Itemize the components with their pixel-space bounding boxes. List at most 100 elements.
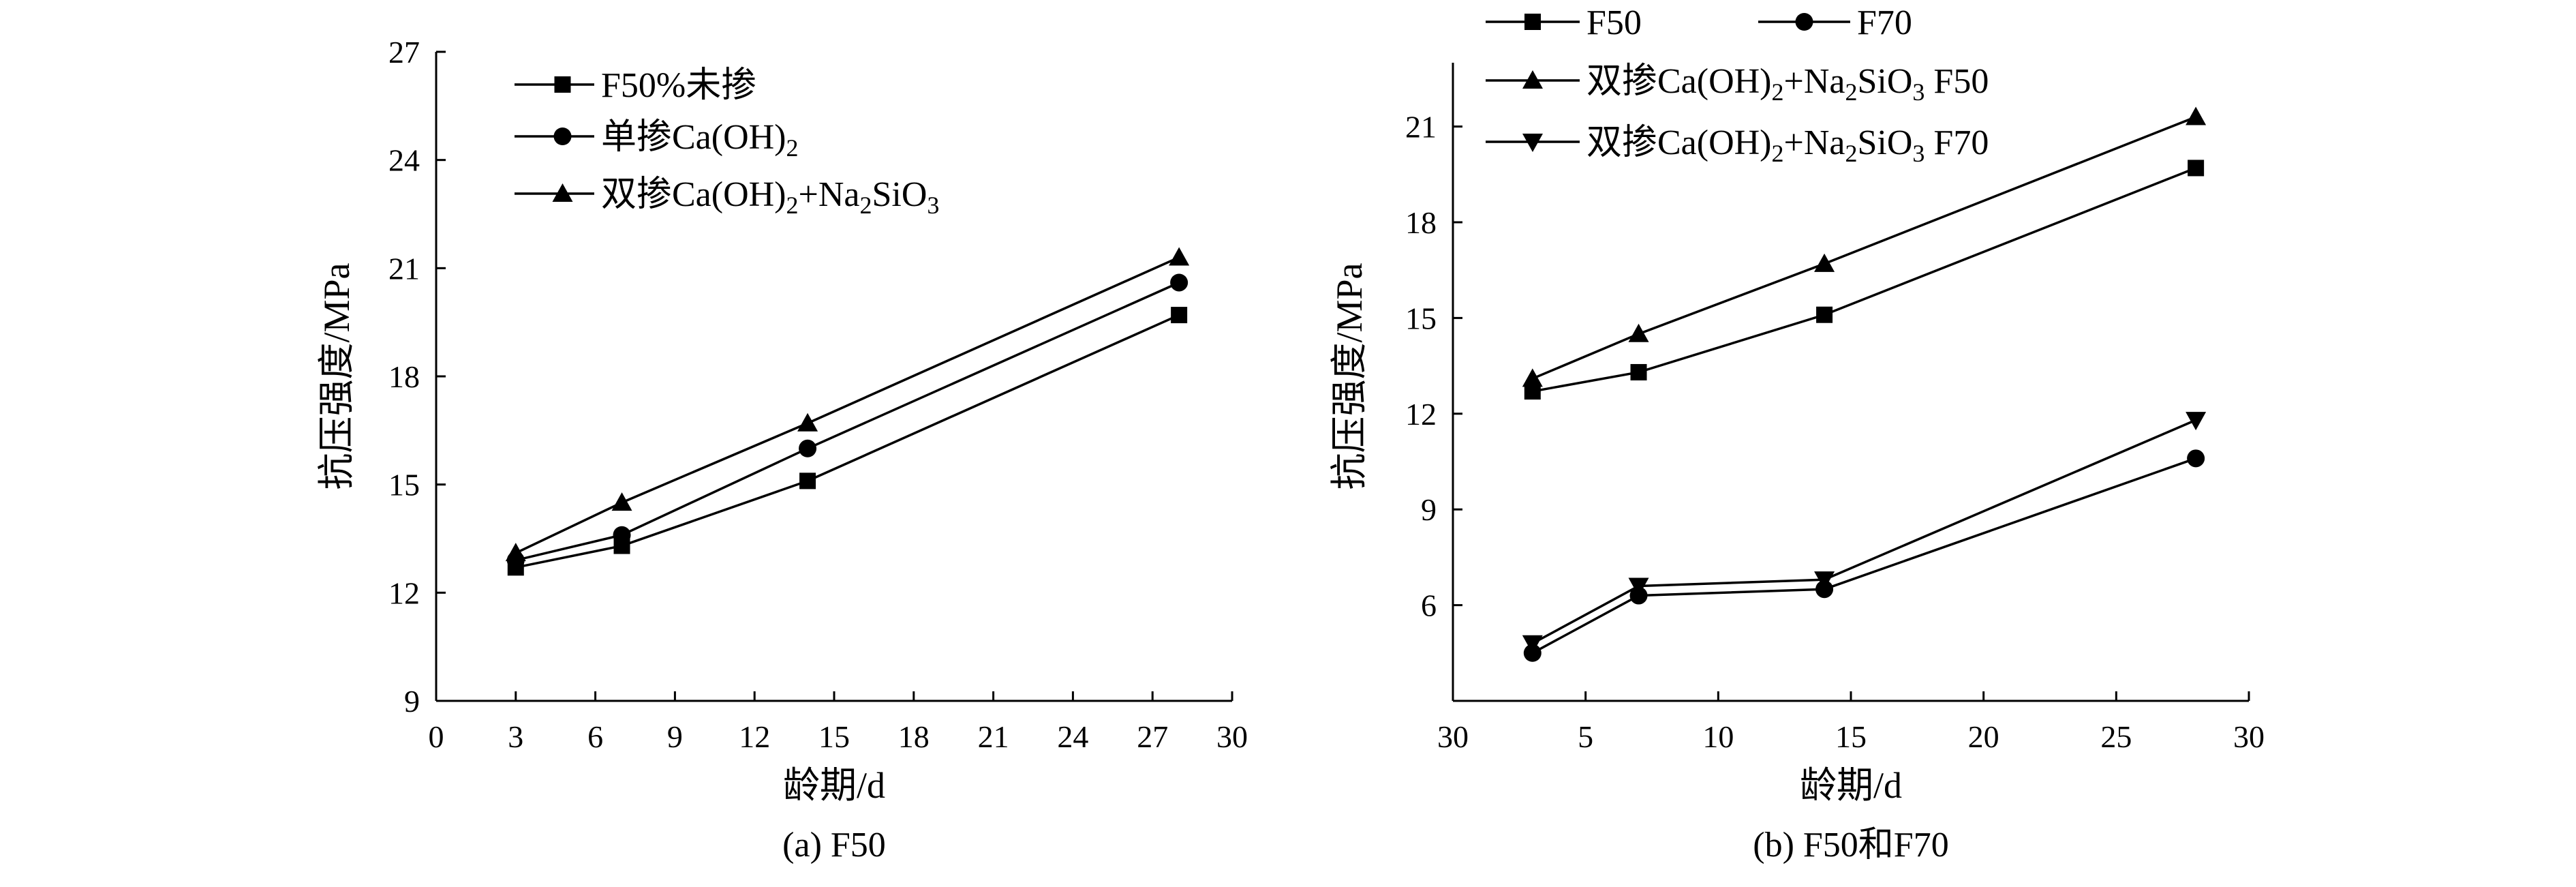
- legend-text-part: 双掺Ca(OH): [1586, 62, 1772, 101]
- legend-text-part: +Na: [1784, 123, 1845, 162]
- series-line: [1532, 166, 2196, 393]
- x-tick-label: 3: [508, 719, 523, 754]
- data-point: [505, 543, 526, 562]
- series-line: [1531, 419, 2196, 645]
- series-2: [506, 273, 1189, 569]
- x-tick-label: 5: [1578, 719, 1593, 754]
- x-axis-title: 龄期/d: [783, 765, 885, 806]
- series-1: [507, 307, 1188, 576]
- legend-marker: [1795, 13, 1813, 31]
- series-line: [515, 314, 1180, 569]
- panel-caption: (a) F50: [782, 826, 886, 865]
- y-tick-label: 27: [388, 35, 420, 70]
- legend-text-part: 单掺Ca(OH): [601, 118, 786, 157]
- y-tick-label: 18: [388, 359, 420, 394]
- data-point: [2187, 449, 2205, 468]
- y-axis-title: 抗压强度/MPa: [316, 262, 357, 490]
- x-tick-label: 15: [1835, 719, 1867, 754]
- x-tick-label: 0: [429, 719, 444, 754]
- legend-subscript: 2: [1845, 78, 1857, 106]
- series-line: [1531, 457, 2196, 655]
- x-axis-title: 龄期/d: [1800, 765, 1902, 806]
- x-tick-label: 18: [898, 719, 930, 754]
- data-point: [1171, 307, 1188, 324]
- legend-subscript: 2: [786, 134, 799, 162]
- data-point: [799, 472, 816, 490]
- legend-subscript: 2: [786, 192, 799, 219]
- y-tick-label: 21: [388, 251, 420, 286]
- legend-entry: F50: [1486, 3, 1642, 42]
- legend-label: 双掺Ca(OH)2+Na2SiO3 F70: [1586, 123, 1989, 167]
- legend-text-part: +Na: [1784, 62, 1845, 101]
- data-point: [2186, 106, 2207, 125]
- x-tick-label: 6: [587, 719, 603, 754]
- data-point: [797, 412, 818, 432]
- x-tick-label: 24: [1057, 719, 1088, 754]
- legend-text-part: F70: [1857, 3, 1912, 42]
- legend-label: F50: [1586, 3, 1642, 42]
- legend-label: 双掺Ca(OH)2+Na2SiO3: [601, 175, 939, 219]
- panel-b: 30 5 10 15 20 25 30 6 9 12 15 18 21 龄期/d 抗压强度/MPa (b) F…: [1329, 3, 2265, 865]
- data-point: [613, 526, 631, 544]
- legend-subscript: 2: [859, 192, 872, 219]
- legend-marker: [553, 127, 572, 145]
- data-point: [799, 439, 817, 457]
- y-tick-label: 12: [388, 575, 420, 610]
- x-tick-label: 30: [1216, 719, 1248, 754]
- legend-text-part: SiO: [1857, 123, 1912, 162]
- y-tick-label: 12: [1405, 397, 1437, 432]
- data-point: [1170, 273, 1189, 292]
- y-tick-label: 21: [1405, 110, 1437, 145]
- y-tick-label: 6: [1421, 588, 1437, 623]
- x-tick-label: 9: [667, 719, 683, 754]
- legend-subscript: 3: [1912, 140, 1925, 167]
- legend-text-part: F50%未掺: [601, 66, 756, 105]
- x-tick-label: 15: [818, 719, 850, 754]
- y-tick-label: 9: [1421, 492, 1437, 527]
- x-tick-label: 25: [2100, 719, 2132, 754]
- legend-subscript: 2: [1772, 140, 1784, 167]
- legend-label: F70: [1857, 3, 1912, 42]
- series-4: [1522, 412, 2207, 654]
- series-3: [1522, 106, 2207, 387]
- legend-text-part: 双掺Ca(OH): [1586, 123, 1772, 162]
- legend-subscript: 2: [1772, 78, 1784, 106]
- legend-text-part: +Na: [799, 175, 860, 214]
- panel-caption: (b) F50和F70: [1753, 826, 1948, 865]
- x-tick-label: 30: [1437, 719, 1469, 754]
- data-point: [1628, 323, 1649, 342]
- y-axis-title: 抗压强度/MPa: [1329, 262, 1370, 490]
- legend-label: 双掺Ca(OH)2+Na2SiO3 F50: [1586, 62, 1989, 106]
- legend-entry: F50%未掺: [515, 66, 756, 105]
- series-line: [515, 281, 1180, 562]
- data-point: [1814, 571, 1835, 590]
- legend-text-part: F70: [1925, 123, 1989, 162]
- y-tick-label: 15: [1405, 301, 1437, 335]
- data-point: [1630, 363, 1647, 380]
- series-line: [1532, 115, 2196, 380]
- y-tick-label: 15: [388, 468, 420, 502]
- series-2: [1523, 449, 2205, 662]
- panel-a: 0 3 6 9 12 15 18 21 24 27 30 9 12 15 18 21 24 27 龄期/d 抗压强度/…: [316, 35, 1248, 865]
- data-point: [2188, 160, 2205, 177]
- series-1: [1524, 160, 2205, 400]
- legend-entry: 单掺Ca(OH)2: [515, 118, 799, 162]
- legend-marker: [552, 183, 573, 202]
- legend-text-part: F50: [1586, 3, 1642, 42]
- x-tick-label: 30: [2233, 719, 2265, 754]
- legend-entry: 双掺Ca(OH)2+Na2SiO3: [515, 175, 939, 219]
- legend-marker: [1522, 70, 1543, 89]
- data-point: [1169, 247, 1190, 266]
- legend-subscript: 2: [1845, 140, 1857, 167]
- data-point: [611, 492, 632, 511]
- x-tick-label: 12: [739, 719, 770, 754]
- x-tick-label: 10: [1702, 719, 1734, 754]
- legend-text-part: 双掺Ca(OH): [601, 175, 786, 214]
- legend-marker: [554, 76, 571, 93]
- legend-subscript: 3: [1912, 78, 1925, 106]
- data-point: [1522, 635, 1543, 654]
- x-tick-label: 27: [1137, 719, 1168, 754]
- y-tick-label: 24: [388, 143, 420, 178]
- series-line: [515, 256, 1180, 554]
